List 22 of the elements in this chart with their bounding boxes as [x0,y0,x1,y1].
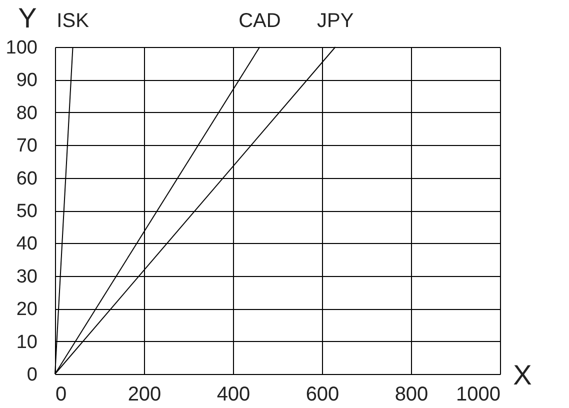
series-label: ISK [56,10,90,32]
x-tick-label: 0 [56,384,67,406]
y-tick-label: 50 [16,201,38,222]
x-tick-label: 600 [306,384,340,406]
y-tick-label: 40 [16,234,38,255]
series-label: CAD [238,10,281,32]
y-tick-label: 20 [16,299,38,320]
y-tick-label: 100 [6,38,38,58]
y-tick-label: 10 [16,332,38,353]
x-tick-label: 400 [216,384,250,406]
y-tick-label: 60 [16,168,38,190]
x-tick-label: 800 [394,384,428,406]
y-tick-label: 90 [16,70,38,92]
series-label: JPY [317,10,354,32]
y-tick-label: 80 [16,102,38,124]
y-tick-label: 0 [26,364,38,386]
y-tick-label: 70 [16,136,38,157]
x-tick-label: 1000 [456,384,500,406]
y-axis-title: Y [18,2,38,34]
x-tick-label: 200 [128,384,162,406]
x-axis-title: X [513,360,532,390]
y-tick-label: 30 [16,266,38,288]
